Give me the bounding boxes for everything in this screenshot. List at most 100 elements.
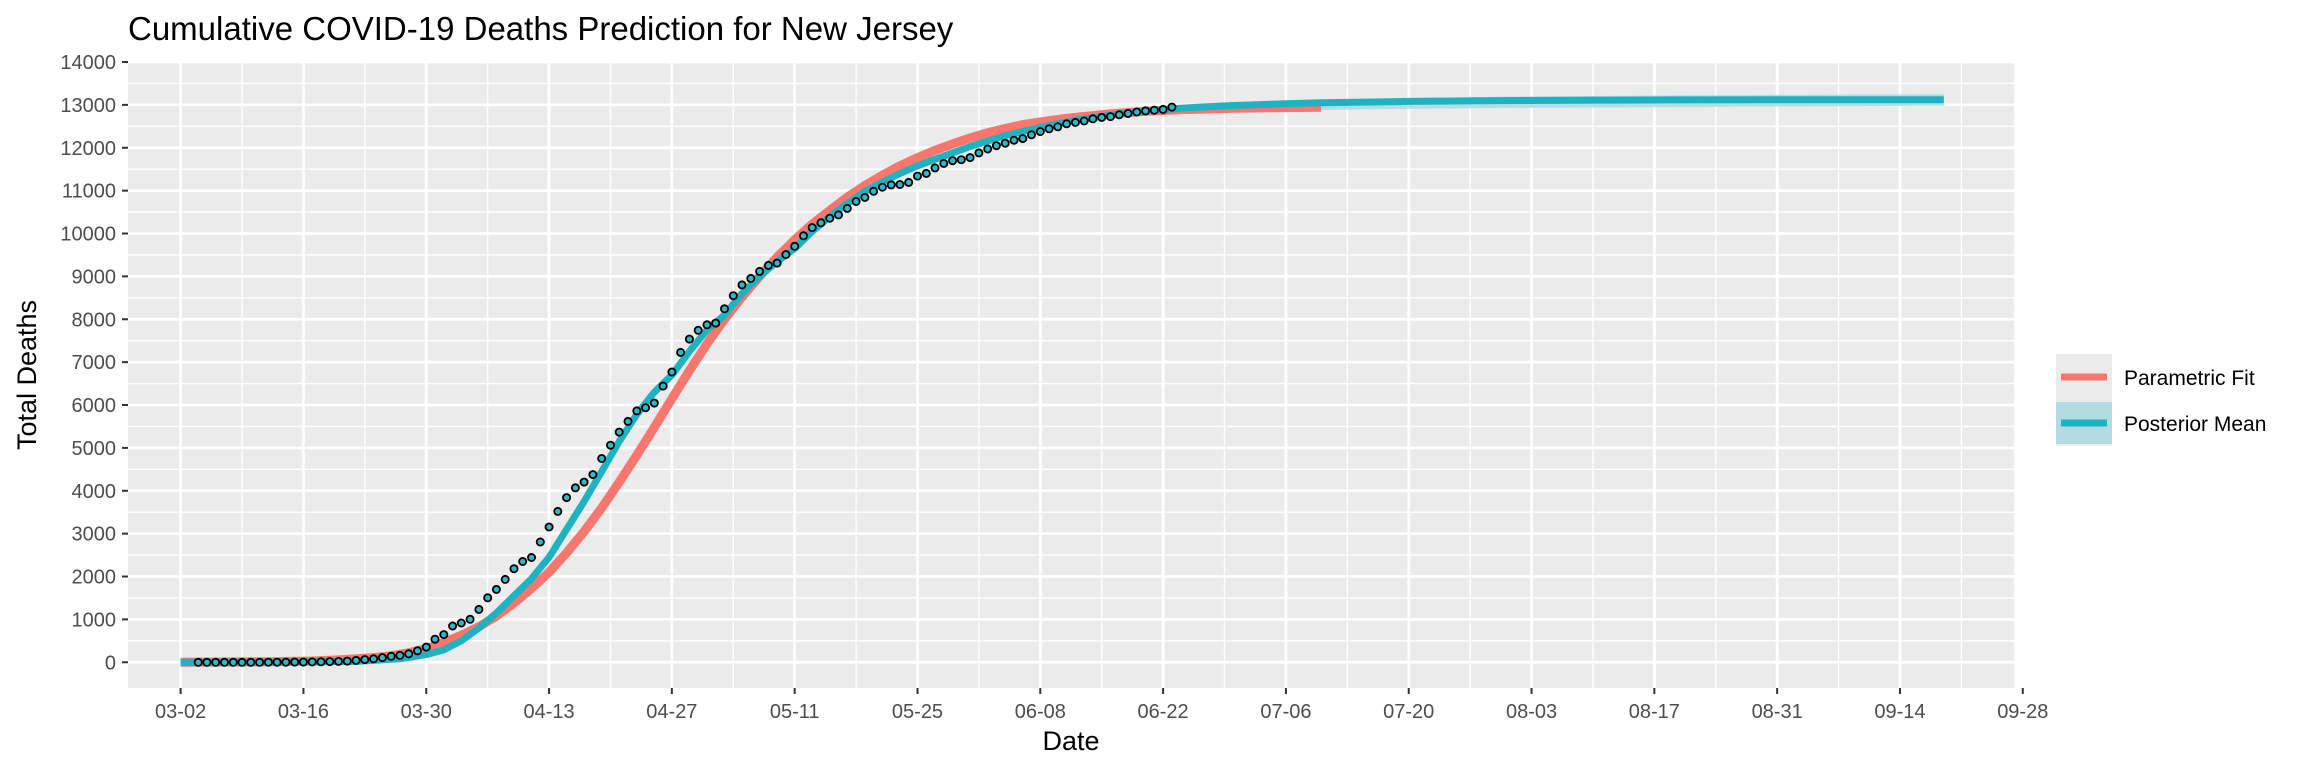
observed-point — [1009, 135, 1019, 145]
observed-point — [667, 367, 677, 377]
observed-point — [948, 156, 958, 166]
observed-point — [606, 440, 616, 450]
observed-point — [711, 318, 721, 328]
observed-point — [728, 291, 738, 301]
observed-point — [246, 657, 256, 667]
observed-point — [228, 657, 238, 667]
observed-point — [1114, 110, 1124, 120]
observed-point — [535, 537, 545, 547]
observed-point — [1079, 116, 1089, 126]
observed-point — [956, 155, 966, 165]
observed-point — [307, 657, 317, 667]
observed-point — [877, 182, 887, 192]
observed-point — [211, 657, 221, 667]
x-tick-label: 09-14 — [1874, 701, 1925, 723]
observed-point — [930, 163, 940, 173]
observed-point — [1097, 112, 1107, 122]
observed-point — [1027, 130, 1037, 140]
observed-point — [658, 381, 668, 391]
legend: Parametric Fit Posterior Mean — [2056, 354, 2266, 446]
observed-point — [649, 398, 659, 408]
observed-point — [1123, 109, 1133, 119]
observed-point — [904, 177, 914, 187]
y-tick-label: 10000 — [60, 224, 116, 246]
observed-point — [1088, 114, 1098, 124]
observed-point — [1149, 105, 1159, 115]
observed-point — [465, 614, 475, 624]
observed-point — [333, 656, 343, 666]
observed-point — [412, 646, 422, 656]
observed-point — [219, 657, 229, 667]
observed-point — [290, 657, 300, 667]
observed-point — [834, 210, 844, 220]
observed-points — [193, 102, 1177, 667]
observed-point — [807, 223, 817, 233]
observed-point — [632, 406, 642, 416]
x-tick-label: 06-22 — [1138, 701, 1189, 723]
observed-point — [597, 453, 607, 463]
x-tick-label: 08-31 — [1752, 701, 1803, 723]
observed-point — [404, 649, 414, 659]
y-tick-label: 1000 — [72, 609, 117, 631]
plot-panel — [128, 62, 2014, 688]
observed-point — [263, 657, 273, 667]
x-tick-label: 04-13 — [523, 701, 574, 723]
observed-point — [623, 416, 633, 426]
y-axis: 0 1000 2000 3000 4000 5000 6000 7000 8000 9000 100… — [60, 52, 128, 674]
observed-point — [377, 653, 387, 663]
observed-point — [895, 179, 905, 189]
observed-point — [886, 180, 896, 190]
y-axis-title: Total Deaths — [12, 300, 42, 450]
observed-point — [869, 186, 879, 196]
observed-point — [553, 506, 563, 516]
observed-point — [1044, 124, 1054, 134]
observed-point — [737, 280, 747, 290]
observed-point — [676, 347, 686, 357]
observed-point — [527, 553, 537, 563]
observed-point — [570, 483, 580, 493]
observed-point — [325, 657, 335, 667]
observed-point — [1132, 107, 1142, 117]
observed-point — [430, 634, 440, 644]
x-tick-label: 08-17 — [1629, 701, 1680, 723]
observed-point — [860, 192, 870, 202]
minor-grid — [128, 62, 2014, 688]
major-grid — [128, 60, 2014, 688]
y-tick-label: 5000 — [72, 438, 117, 460]
observed-point — [763, 260, 773, 270]
observed-point — [281, 657, 291, 667]
chart-title: Cumulative COVID-19 Deaths Prediction fo… — [128, 10, 954, 47]
y-tick-label: 12000 — [60, 138, 116, 160]
observed-point — [395, 650, 405, 660]
y-tick-label: 4000 — [72, 481, 117, 503]
observed-point — [474, 604, 484, 614]
observed-point — [781, 250, 791, 260]
observed-point — [1158, 104, 1168, 114]
y-tick-label: 11000 — [62, 181, 116, 203]
observed-point — [316, 657, 326, 667]
legend-label: Posterior Mean — [2124, 413, 2266, 436]
observed-point — [439, 630, 449, 640]
observed-point — [755, 266, 765, 276]
observed-point — [851, 196, 861, 206]
observed-point — [202, 657, 212, 667]
observed-point — [693, 325, 703, 335]
observed-point — [579, 477, 589, 487]
x-tick-label: 06-08 — [1015, 701, 1066, 723]
observed-point — [1070, 117, 1080, 127]
observed-point — [641, 403, 651, 413]
observed-point — [720, 304, 730, 314]
observed-point — [456, 618, 466, 628]
observed-point — [842, 203, 852, 213]
y-tick-label: 9000 — [72, 266, 117, 288]
observed-point — [684, 334, 694, 344]
observed-point — [1000, 138, 1010, 148]
x-tick-label: 03-02 — [155, 701, 206, 723]
x-tick-label: 05-25 — [892, 701, 943, 723]
observed-point — [614, 427, 624, 437]
observed-point — [237, 657, 247, 667]
y-tick-label: 0 — [105, 652, 116, 674]
legend-label: Parametric Fit — [2124, 367, 2255, 390]
observed-point — [1141, 106, 1151, 116]
